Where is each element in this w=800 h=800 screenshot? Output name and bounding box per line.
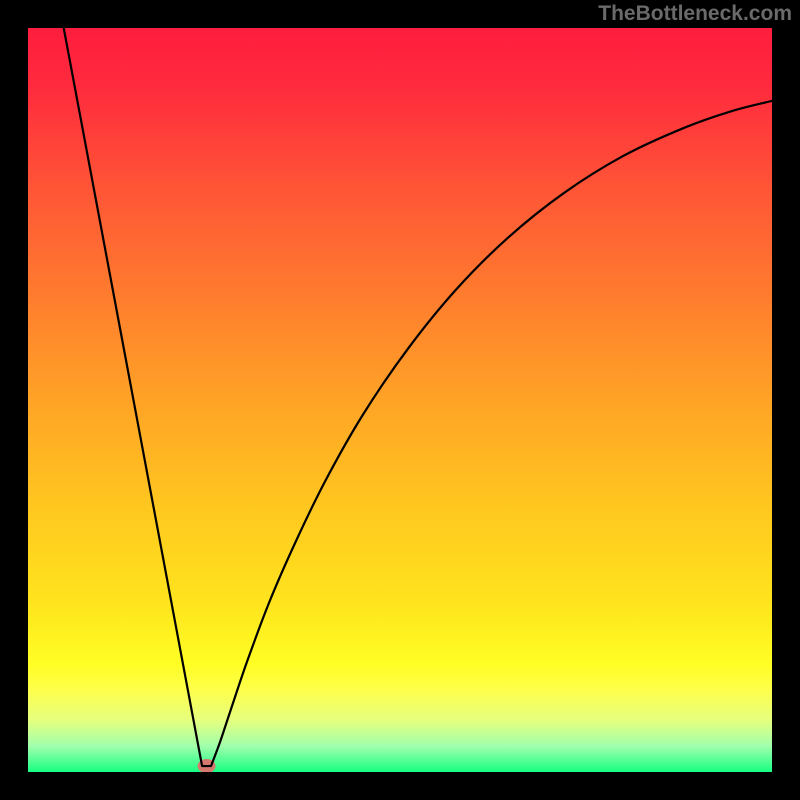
watermark-text: TheBottleneck.com bbox=[598, 2, 792, 26]
gradient-background bbox=[28, 28, 772, 772]
chart-container: TheBottleneck.com bbox=[0, 0, 800, 800]
plot-area bbox=[28, 28, 772, 772]
